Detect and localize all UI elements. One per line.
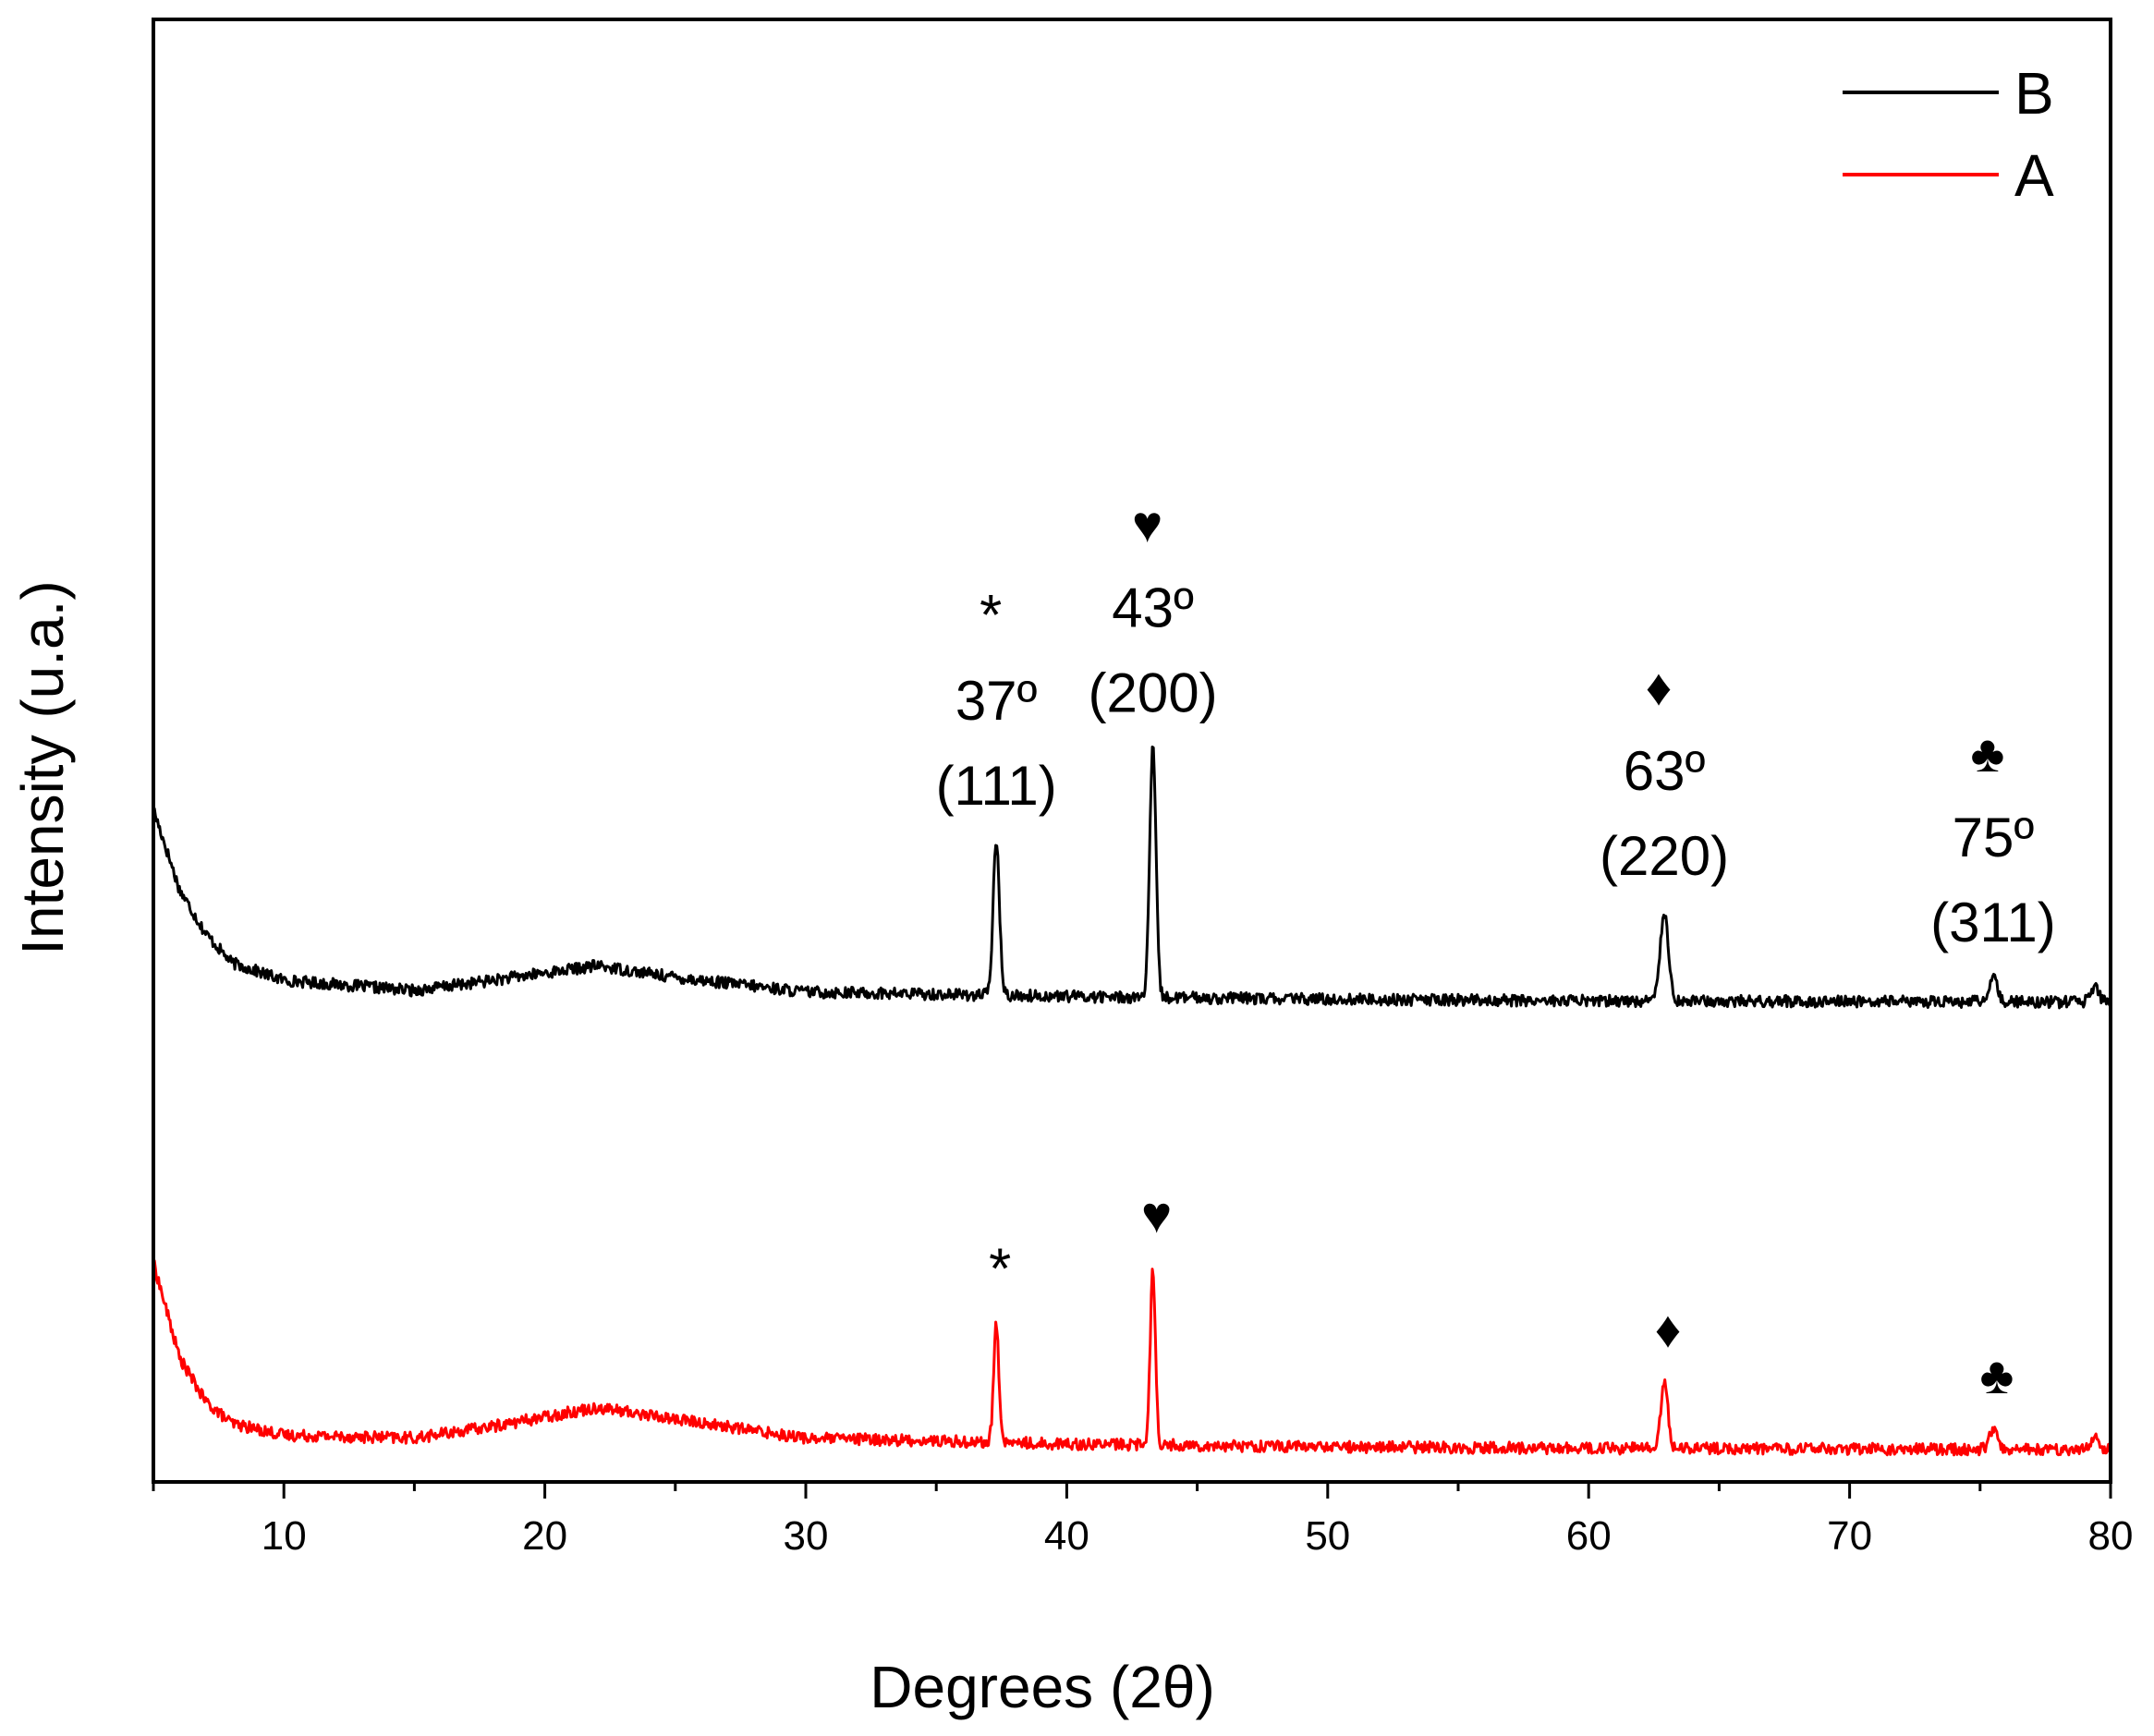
x-tick-label: 40 xyxy=(1044,1513,1089,1559)
heart-marker-a: ♥ xyxy=(1141,1185,1172,1244)
x-axis-title: Degrees (2θ) xyxy=(870,1654,1215,1720)
legend-label-b: B xyxy=(2014,60,2054,127)
club-marker-a: ♣ xyxy=(1980,1346,2014,1404)
x-tick-label: 50 xyxy=(1305,1513,1350,1559)
series-layer xyxy=(152,745,2112,1457)
y-axis-title: Intensity (u.a.) xyxy=(9,580,76,955)
peak-hkl-label: (200) xyxy=(1089,662,1218,723)
peak-hkl-label: (220) xyxy=(1600,825,1729,887)
x-tick-label: 60 xyxy=(1566,1513,1612,1559)
peak-angle-label: 63º xyxy=(1624,740,1706,802)
x-tick-label: 10 xyxy=(262,1513,307,1559)
series-line-b xyxy=(152,745,2112,1010)
heart-marker-b: ♥ xyxy=(1132,494,1162,552)
diamond-marker-b: ♦ xyxy=(1646,658,1673,716)
x-tick-label: 80 xyxy=(2088,1513,2134,1559)
peak-hkl-label: (111) xyxy=(936,755,1057,817)
peak-angle-label: 75º xyxy=(1953,807,2035,868)
asterisk-marker-a: * xyxy=(989,1237,1011,1301)
legend-label-a: A xyxy=(2014,142,2054,209)
peak-hkl-label: (311) xyxy=(1930,892,2056,953)
legend: B A xyxy=(1843,60,2054,209)
peak-angle-label: 43º xyxy=(1112,577,1194,638)
diamond-marker-a: ♦ xyxy=(1655,1300,1682,1358)
plot-frame xyxy=(152,18,2112,1484)
asterisk-marker-b: * xyxy=(980,584,1002,648)
x-tick-label: 20 xyxy=(522,1513,567,1559)
x-tick-label: 70 xyxy=(1827,1513,1872,1559)
axis-layer: 10 20 30 40 50 60 70 80 xyxy=(152,1482,2134,1559)
x-tick-label: 30 xyxy=(784,1513,829,1559)
annotation-layer: * 37º (111) ♥ 43º (200) ♦ 63º (220) ♣ 75º (311) * ♥ ♦ ♣ xyxy=(936,494,2056,1404)
peak-angle-label: 37º xyxy=(955,670,1038,732)
club-marker-b: ♣ xyxy=(1971,724,2005,783)
series-line-a xyxy=(152,1259,2111,1457)
